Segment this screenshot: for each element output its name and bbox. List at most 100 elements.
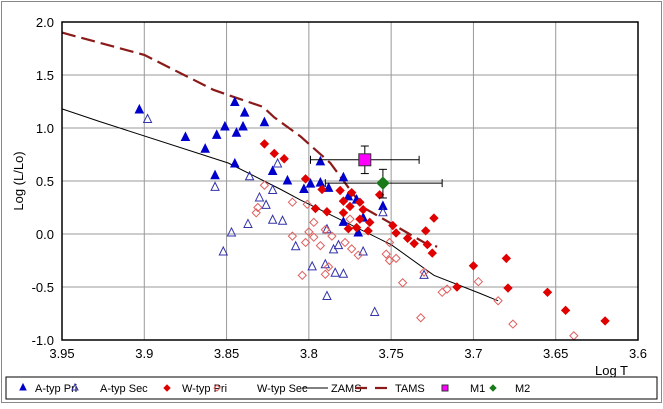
w-typ-pri-point [346, 187, 357, 198]
w-typ-sec-point [416, 313, 426, 323]
y-tick-label: 0.5 [36, 174, 54, 189]
x-tick-label: 3.7 [464, 346, 482, 361]
legend-box [5, 376, 658, 400]
a-typ-sec-point [322, 290, 332, 301]
y-tick-label: 2.0 [36, 15, 54, 30]
w-typ-sec-point [346, 244, 357, 254]
w-typ-sec-point [304, 227, 314, 237]
w-typ-pri-point [420, 226, 431, 236]
w-typ-pri-point [317, 184, 327, 195]
y-axis-label: Log (L/Lo) [11, 151, 26, 210]
w-typ-pri-point [388, 220, 398, 231]
legend: A-typ Pri A-typ Sec W-typ Pri W-typ Sec ZAMS… [19, 382, 530, 395]
w-typ-pri-point [409, 238, 419, 249]
a-typ-pri-point [338, 171, 349, 182]
legend-label: M1 [470, 383, 485, 395]
w-typ-sec-point [384, 237, 395, 248]
y-tick-label: 1.0 [36, 121, 54, 136]
w-typ-sec-point [323, 262, 334, 272]
grid [62, 22, 638, 340]
w-typ-pri-point [343, 223, 354, 234]
w-typ-pri-point [358, 204, 368, 215]
w-typ-sec-point [287, 231, 298, 241]
a-typ-pri-point [338, 216, 349, 226]
m2-point [376, 176, 390, 190]
legend-swatch-w-typ-pri [163, 384, 171, 392]
y-axis-ticks: 2.0 1.5 1.0 0.5 0.0 -0.5 -1.0 [32, 15, 54, 348]
a-typ-pri-point [315, 155, 326, 166]
a-typ-sec-point [338, 268, 349, 278]
w-typ-pri-point [259, 139, 270, 149]
a-typ-pri-point [134, 103, 145, 114]
a-typ-pri-point [378, 200, 388, 210]
w-typ-sec-point [419, 267, 429, 277]
a-typ-pri-point [210, 169, 220, 180]
x-tick-label: 3.8 [300, 346, 318, 361]
x-tick-label: 3.6 [629, 346, 647, 361]
w-typ-sec-point [309, 217, 319, 228]
w-typ-pri-point [542, 287, 553, 298]
a-typ-pri-point [305, 178, 316, 188]
w-typ-pri-point [452, 282, 462, 292]
w-typ-pri-point [560, 305, 571, 316]
a-typ-sec-point [261, 199, 271, 209]
a-typ-pri-point [200, 143, 210, 153]
x-tick-label: 3.9 [135, 346, 153, 361]
w-typ-sec-point [259, 180, 270, 190]
legend-swatch-w-typ-sec [213, 384, 221, 392]
legend-label: M2 [515, 383, 530, 395]
x-tick-label: 3.95 [49, 346, 74, 361]
w-typ-pri-point [338, 208, 349, 218]
w-typ-pri-point [345, 201, 355, 212]
w-typ-sec-point [508, 319, 518, 329]
a-typ-sec-point [244, 170, 255, 181]
a-typ-pri-point [231, 127, 242, 137]
a-typ-sec-point [369, 306, 380, 316]
plot-border [61, 21, 639, 341]
a-typ-pri-point [238, 120, 248, 131]
legend-item-tams: TAMS [355, 383, 425, 395]
w-typ-sec-point [309, 232, 319, 242]
a-typ-sec-point [267, 214, 278, 224]
legend-item-zams: ZAMS [302, 383, 362, 395]
w-typ-pri-point [468, 261, 479, 271]
w-typ-sec-point [320, 269, 331, 279]
x-tick-label: 3.75 [378, 346, 403, 361]
w-typ-pri-point [402, 233, 413, 243]
w-typ-pri-point [351, 222, 362, 233]
a-typ-pri-point [220, 120, 230, 131]
w-typ-pri-point [269, 148, 280, 159]
w-typ-sec-point [345, 214, 355, 224]
w-typ-sec-point [300, 237, 311, 248]
w-typ-sec-point [287, 197, 298, 207]
legend-label: W-typ Pri [182, 383, 227, 395]
a-typ-sec-point [307, 260, 317, 271]
w-typ-pri-point [600, 316, 610, 326]
zams-line [61, 108, 499, 302]
tams-line [61, 31, 438, 248]
y-tick-label: 0.0 [36, 227, 54, 242]
w-typ-pri-point [300, 174, 311, 184]
x-tick-label: 3.85 [214, 346, 239, 361]
a-typ-sec-point [333, 239, 344, 250]
a-typ-sec-point [358, 245, 368, 256]
w-typ-sec-point [353, 250, 363, 260]
w-typ-sec-point [340, 237, 350, 248]
a-typ-pri-point [239, 107, 250, 117]
w-typ-pri-point [310, 203, 321, 214]
legend-item-w-typ-sec: W-typ Sec [213, 383, 308, 395]
w-typ-pri-point [355, 214, 365, 224]
legend-label: W-typ Sec [257, 383, 308, 395]
legend-item-a-typ-sec: A-typ Sec [71, 382, 148, 395]
w-typ-sec-point [320, 225, 331, 235]
w-typ-pri-point [365, 217, 375, 228]
w-typ-pri-point [427, 248, 437, 258]
a-typ-sec-point [226, 226, 237, 237]
w-typ-sec-point [397, 278, 408, 288]
a-typ-pri-point [180, 131, 191, 142]
w-typ-pri-point [422, 239, 433, 250]
a-typ-pri-point [229, 96, 240, 107]
w-typ-sec-point [297, 270, 307, 281]
w-typ-pri-point [503, 283, 513, 293]
legend-item-a-typ-pri: A-typ Pri [19, 382, 77, 395]
